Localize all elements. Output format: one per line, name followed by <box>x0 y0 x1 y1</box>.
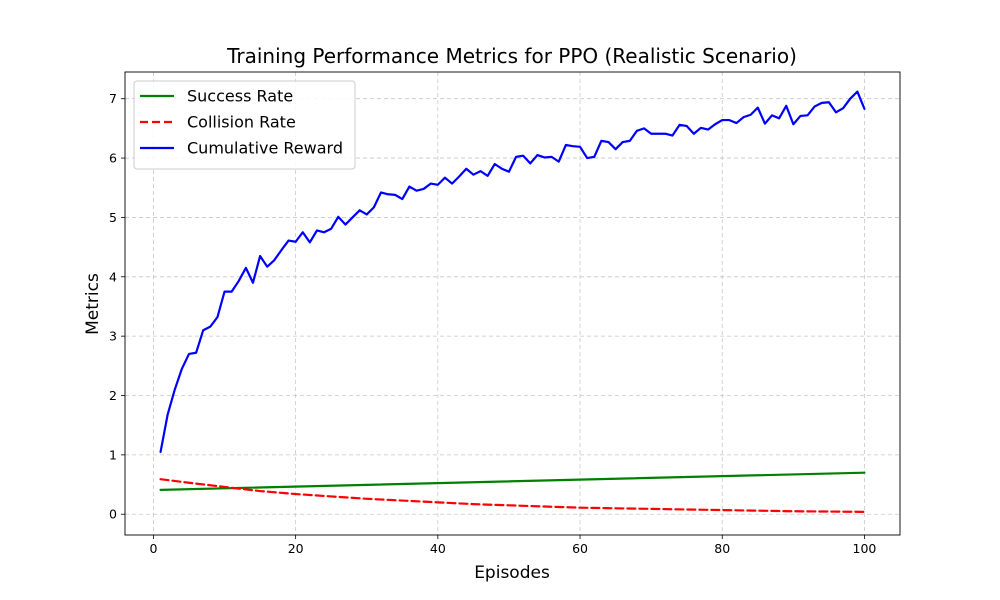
y-tick-label: 7 <box>109 91 117 106</box>
series-line-collision-rate <box>159 478 866 513</box>
y-tick-label: 5 <box>109 210 117 225</box>
legend-box <box>133 80 356 170</box>
y-tick-label: 1 <box>109 447 117 462</box>
chart-title: Training Performance Metrics for PPO (Re… <box>226 44 797 68</box>
x-tick-label: 0 <box>149 541 157 556</box>
y-tick-label: 0 <box>109 507 117 522</box>
legend: Success Rate Collision Rate Cumulative Rew… <box>133 80 356 170</box>
y-tick-label: 3 <box>109 329 117 344</box>
y-axis-label: Metrics <box>83 273 103 335</box>
x-tick-label: 100 <box>853 541 877 556</box>
series-line-success-rate <box>159 471 866 491</box>
x-tick-label: 20 <box>288 541 304 556</box>
axis-ticks: 0 20 40 60 80 100 0 1 2 3 4 5 6 7 <box>109 91 876 556</box>
y-tick-label: 4 <box>109 269 117 284</box>
y-tick-label: 2 <box>109 388 117 403</box>
legend-label-collision-rate: Collision Rate <box>187 113 296 132</box>
x-tick-label: 40 <box>430 541 446 556</box>
y-tick-label: 6 <box>109 151 117 166</box>
plot-frame <box>124 71 901 536</box>
series-line-cumulative-reward <box>159 90 866 453</box>
x-tick-label: 80 <box>714 541 730 556</box>
grid <box>125 72 900 535</box>
series-group <box>159 90 866 513</box>
legend-label-cumulative-reward: Cumulative Reward <box>187 139 343 158</box>
legend-label-success-rate: Success Rate <box>187 87 293 106</box>
x-tick-label: 60 <box>572 541 588 556</box>
x-axis-label: Episodes <box>474 563 550 583</box>
